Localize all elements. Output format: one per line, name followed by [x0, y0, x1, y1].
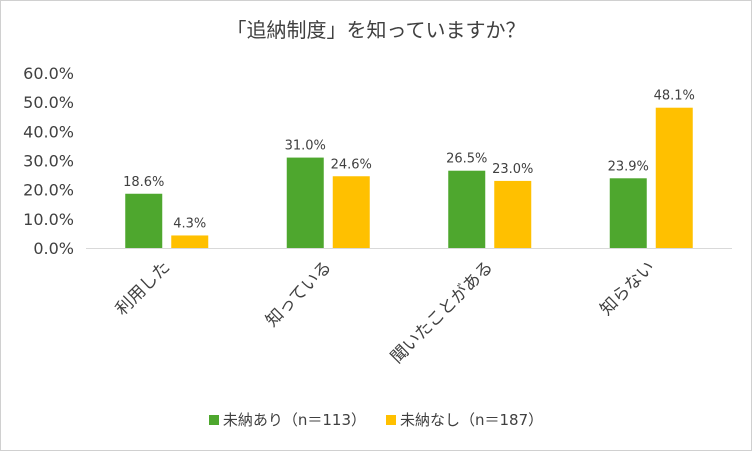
y-tick-label: 60.0%	[23, 64, 74, 83]
y-tick-label: 0.0%	[33, 239, 74, 258]
bar	[609, 178, 647, 248]
data-label: 18.6%	[123, 175, 164, 190]
x-tick-label: 利用した	[112, 257, 174, 319]
data-label: 26.5%	[446, 152, 487, 167]
data-label: 23.9%	[608, 159, 649, 174]
data-label: 4.3%	[173, 216, 206, 231]
data-label: 24.6%	[331, 157, 372, 172]
bar	[448, 170, 486, 248]
bar	[171, 235, 209, 248]
data-label: 31.0%	[285, 139, 326, 154]
legend: 未納あり（n＝113） 未納なし（n＝187）	[0, 409, 752, 430]
legend-entry-series-1: 未納あり（n＝113）	[208, 409, 366, 430]
bar	[286, 157, 324, 248]
legend-label-series-1: 未納あり（n＝113）	[222, 411, 366, 429]
legend-label-series-2: 未納なし（n＝187）	[400, 411, 544, 429]
bar	[125, 193, 163, 248]
y-tick-label: 50.0%	[23, 93, 74, 112]
legend-swatch-series-1	[208, 414, 219, 425]
bar	[655, 107, 693, 248]
chart-title: 「追納制度」を知っていますか？	[226, 18, 526, 42]
y-tick-label: 30.0%	[23, 152, 74, 171]
x-tick-label: 知らない	[597, 257, 659, 319]
y-tick-label: 40.0%	[23, 122, 74, 141]
bar	[332, 176, 370, 248]
y-tick-label: 20.0%	[23, 181, 74, 200]
legend-entry-series-2: 未納なし（n＝187）	[386, 409, 543, 430]
x-tick-label: 知っている	[262, 257, 336, 331]
legend-swatch-series-2	[386, 414, 396, 425]
data-label: 48.1%	[654, 89, 695, 104]
x-tick-label: 聞いたことがある	[387, 257, 497, 367]
bar	[494, 180, 532, 248]
data-label: 23.0%	[492, 162, 533, 177]
y-tick-label: 10.0%	[23, 210, 74, 229]
